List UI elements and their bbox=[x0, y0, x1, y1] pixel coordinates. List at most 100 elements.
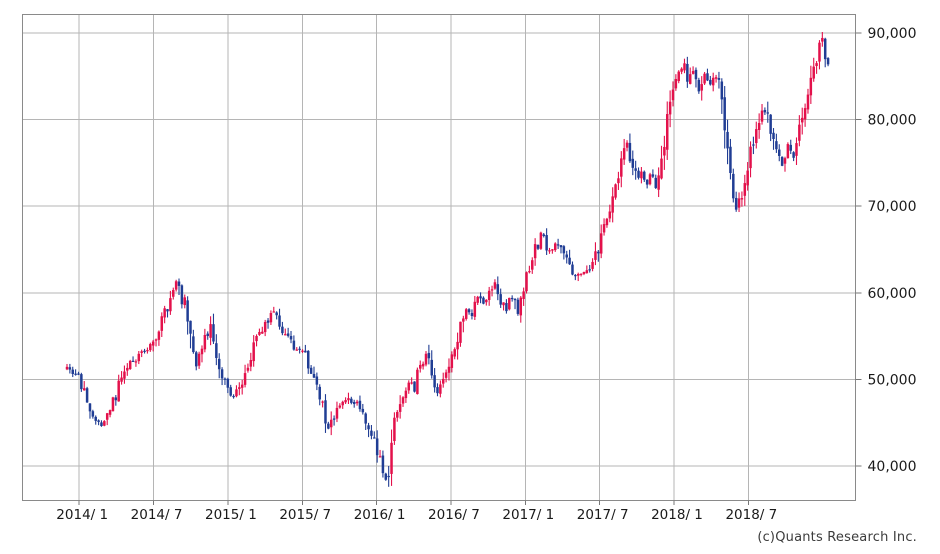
candle-body bbox=[370, 430, 373, 436]
candle-body bbox=[197, 353, 201, 366]
candle-body bbox=[301, 350, 304, 352]
candle bbox=[617, 171, 620, 190]
candle bbox=[261, 326, 264, 334]
candle bbox=[281, 321, 284, 336]
candle bbox=[126, 363, 129, 376]
candle bbox=[760, 104, 764, 125]
candle-body bbox=[565, 254, 568, 258]
candle-body bbox=[631, 158, 635, 168]
candle bbox=[634, 160, 637, 180]
candle-body bbox=[338, 405, 342, 408]
candle-body bbox=[531, 260, 534, 270]
candle-body bbox=[760, 110, 764, 122]
candle bbox=[315, 372, 319, 391]
candle-body bbox=[677, 71, 680, 82]
candle-body bbox=[778, 149, 781, 156]
candle bbox=[490, 285, 494, 297]
candle-body bbox=[364, 413, 367, 424]
candle bbox=[565, 250, 568, 264]
candle bbox=[128, 359, 132, 370]
candle-body bbox=[654, 177, 658, 188]
candle-body bbox=[226, 378, 230, 388]
candle bbox=[737, 192, 741, 213]
candle bbox=[562, 245, 566, 260]
candle bbox=[714, 74, 718, 83]
candle-body bbox=[539, 232, 543, 249]
y-axis-tick-label: 80,000 bbox=[868, 113, 917, 129]
candle-body bbox=[510, 297, 514, 300]
candle-body bbox=[266, 320, 270, 323]
candle bbox=[706, 68, 709, 82]
candle bbox=[197, 351, 201, 369]
candle bbox=[226, 377, 230, 394]
candle bbox=[597, 249, 600, 262]
candle-body bbox=[108, 410, 112, 415]
candle bbox=[694, 67, 698, 88]
candle bbox=[528, 265, 531, 274]
candle bbox=[278, 308, 281, 330]
candle-body bbox=[496, 284, 500, 295]
candle-body bbox=[717, 77, 721, 80]
candle-body bbox=[183, 297, 187, 306]
candle bbox=[289, 330, 293, 344]
candle bbox=[215, 334, 218, 366]
candle bbox=[493, 279, 497, 290]
candle-body bbox=[700, 84, 703, 91]
candle bbox=[643, 170, 646, 182]
candle-body bbox=[815, 63, 818, 66]
candle-body bbox=[235, 389, 238, 397]
candle bbox=[651, 169, 655, 179]
candle bbox=[815, 60, 818, 74]
candle bbox=[352, 399, 356, 408]
candle-body bbox=[246, 367, 250, 371]
candle-body bbox=[186, 300, 189, 322]
candle-body bbox=[401, 397, 405, 404]
candle-body bbox=[643, 171, 646, 180]
candle bbox=[657, 167, 660, 198]
candle bbox=[194, 350, 198, 371]
candle-body bbox=[424, 353, 428, 365]
candle-body bbox=[516, 299, 520, 314]
candle-body bbox=[209, 324, 212, 338]
candle-body bbox=[419, 364, 422, 369]
candle bbox=[146, 347, 149, 354]
candle bbox=[269, 310, 273, 325]
candle bbox=[318, 384, 321, 406]
candle bbox=[697, 77, 701, 94]
candle-body bbox=[605, 218, 609, 226]
candle-body bbox=[74, 373, 77, 375]
candle bbox=[396, 410, 399, 422]
candle-body bbox=[597, 251, 600, 254]
candle bbox=[447, 358, 451, 381]
candle-body bbox=[588, 269, 591, 271]
candle-body bbox=[617, 178, 620, 184]
candle bbox=[97, 419, 100, 426]
candle-body bbox=[686, 63, 689, 82]
candle bbox=[441, 372, 445, 388]
candle-body bbox=[688, 74, 692, 84]
candle-body bbox=[755, 129, 758, 144]
candle-body bbox=[77, 373, 80, 375]
candle bbox=[295, 347, 299, 351]
candle bbox=[821, 32, 824, 47]
candle-body bbox=[367, 425, 370, 430]
candle-body bbox=[634, 168, 637, 171]
candle-body bbox=[456, 341, 459, 350]
x-axis-tick-label: 2017/ 1 bbox=[502, 507, 554, 523]
candle-body bbox=[312, 373, 316, 378]
candle bbox=[419, 360, 422, 373]
candle-body bbox=[436, 387, 439, 394]
candle-body bbox=[545, 235, 548, 251]
x-axis-tick-label: 2018/ 7 bbox=[725, 507, 777, 523]
candle-body bbox=[508, 297, 511, 310]
y-axis-tick-label: 60,000 bbox=[868, 286, 917, 302]
candle bbox=[103, 420, 106, 427]
candle-body bbox=[404, 390, 408, 399]
candle-body bbox=[542, 234, 546, 237]
candle-body bbox=[174, 281, 178, 290]
candle-body bbox=[648, 174, 652, 185]
candle-body bbox=[608, 211, 612, 219]
candle bbox=[341, 400, 344, 409]
candle-body bbox=[711, 77, 715, 86]
candle bbox=[367, 422, 370, 438]
